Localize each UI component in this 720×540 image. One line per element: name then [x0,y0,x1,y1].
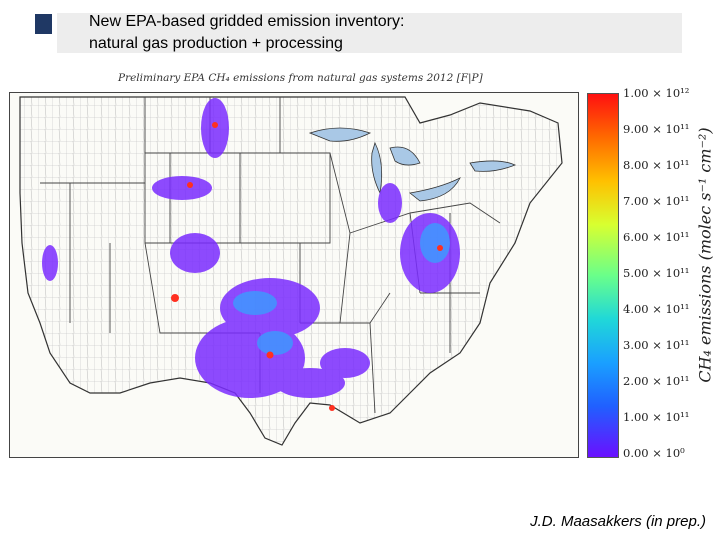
author-credit: J.D. Maasakkers (in prep.) [530,513,706,530]
map-caption: Preliminary EPA CH₄ emissions from natur… [118,72,483,84]
colorbar-tick: 1.00 × 10¹² [623,86,690,100]
title-bar [57,13,682,53]
us-map-graphic [10,93,578,457]
colorbar-tick: 5.00 × 10¹¹ [623,266,690,280]
colorbar-tick: 4.00 × 10¹¹ [623,302,690,316]
colorbar-tick: 1.00 × 10¹¹ [623,410,690,424]
great-lakes [308,127,517,202]
emission-hotspots [42,98,460,411]
colorbar-label: CH₄ emissions (molec s⁻¹ cm⁻²) [695,127,715,383]
colorbar-tick: 3.00 × 10¹¹ [623,338,690,352]
colorbar-tick: 2.00 × 10¹¹ [623,374,690,388]
title-accent-square [35,14,52,34]
colorbar-tick: 8.00 × 10¹¹ [623,158,690,172]
colorbar-tick: 9.00 × 10¹¹ [623,122,690,136]
emission-map [9,92,579,458]
colorbar-tick: 7.00 × 10¹¹ [623,194,690,208]
colorbar-tick: 0.00 × 10⁰ [623,446,685,460]
colorbar-tick: 6.00 × 10¹¹ [623,230,690,244]
colorbar [587,93,619,458]
slide-title: New EPA-based gridded emission inventory… [89,13,405,52]
